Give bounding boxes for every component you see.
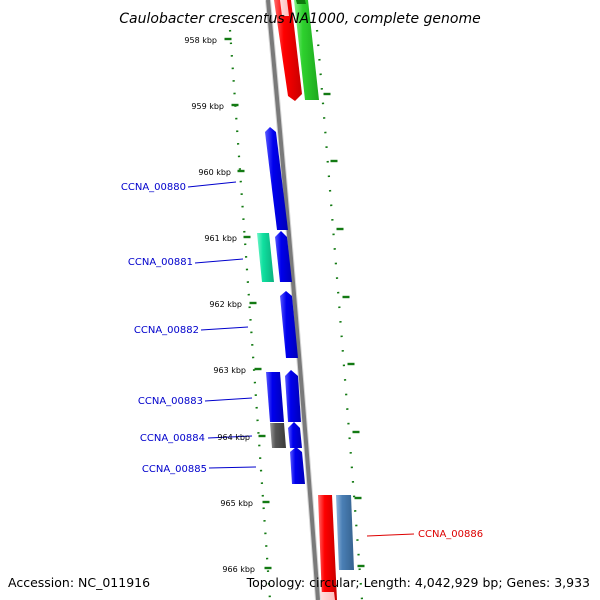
inner-ruler-ticks bbox=[224, 37, 272, 570]
gene-label-CCNA_00881[interactable]: CCNA_00881 bbox=[128, 257, 193, 268]
footer-summary: Topology: circular; Length: 4,042,929 bp… bbox=[246, 575, 590, 590]
genome-backbone bbox=[266, 0, 320, 600]
ruler-tick-label: 961 kbp bbox=[204, 234, 237, 243]
gene-label-CCNA_00882[interactable]: CCNA_00882 bbox=[134, 325, 199, 336]
gene-feature-red-upper[interactable] bbox=[274, 0, 302, 101]
gene-feature-pink-upper[interactable] bbox=[280, 0, 289, 16]
gene-label-CCNA_00883[interactable]: CCNA_00883 bbox=[138, 396, 203, 407]
ruler-tick-label: 960 kbp bbox=[198, 168, 231, 177]
gene-feature-green-upper-cap bbox=[296, 0, 306, 4]
gene-labels: CCNA_00880 CCNA_00881 CCNA_00882 CCNA_00… bbox=[121, 182, 483, 540]
connector-CCNA_00885 bbox=[208, 466, 257, 469]
gene-feature-CCNA_00885[interactable] bbox=[290, 447, 305, 484]
gene-feature-green-upper[interactable] bbox=[294, 0, 319, 100]
connector-CCNA_00881 bbox=[194, 258, 244, 264]
gene-feature-CCNA_00886[interactable] bbox=[336, 495, 354, 570]
ruler-inner-dotted-arc bbox=[228, 29, 272, 600]
outer-ruler-ticks bbox=[323, 92, 365, 568]
gene-feature-CCNA_00883-partner[interactable] bbox=[285, 370, 301, 422]
connector-CCNA_00886 bbox=[366, 533, 415, 537]
gene-label-CCNA_00884[interactable]: CCNA_00884 bbox=[140, 433, 205, 444]
gene-feature-CCNA_00882[interactable] bbox=[280, 291, 298, 358]
gene-label-CCNA_00885[interactable]: CCNA_00885 bbox=[142, 464, 207, 475]
gene-label-connectors bbox=[187, 181, 415, 537]
ruler-tick-label: 958 kbp bbox=[184, 36, 217, 45]
ruler-tick-label: 963 kbp bbox=[213, 366, 246, 375]
gene-feature-CCNA_00880[interactable] bbox=[265, 127, 288, 230]
connector-CCNA_00882 bbox=[200, 326, 249, 331]
ruler-tick-label: 959 kbp bbox=[191, 102, 224, 111]
map-title: Caulobacter crescentus NA1000, complete … bbox=[119, 11, 480, 27]
gene-feature-CCNA_00884-partner[interactable] bbox=[288, 422, 302, 448]
gene-label-CCNA_00880[interactable]: CCNA_00880 bbox=[121, 182, 186, 193]
gene-feature-CCNA_00883[interactable] bbox=[266, 372, 284, 422]
gene-feature-CCNA_00884[interactable] bbox=[270, 423, 286, 448]
ruler-tick-label: 965 kbp bbox=[220, 499, 253, 508]
ruler-tick-labels: 958 kbp 959 kbp 960 kbp 961 kbp 962 kbp … bbox=[184, 36, 255, 574]
gene-features bbox=[257, 0, 354, 600]
gene-feature-CCNA_00886-red[interactable] bbox=[318, 495, 337, 600]
gene-feature-CCNA_00881[interactable] bbox=[257, 233, 274, 282]
gene-feature-CCNA_00881-partner[interactable] bbox=[275, 231, 292, 282]
ruler-tick-label: 962 kbp bbox=[209, 300, 242, 309]
gene-feature-CCNA_00886-pink bbox=[320, 592, 335, 600]
connector-CCNA_00883 bbox=[204, 397, 253, 402]
ruler-tick-label: 964 kbp bbox=[217, 433, 250, 442]
connector-CCNA_00884 bbox=[207, 435, 253, 439]
connector-CCNA_00880 bbox=[187, 181, 237, 188]
ruler-tick-label: 966 kbp bbox=[222, 565, 255, 574]
footer-accession: Accession: NC_011916 bbox=[8, 575, 150, 590]
gene-label-CCNA_00886[interactable]: CCNA_00886 bbox=[418, 529, 483, 540]
